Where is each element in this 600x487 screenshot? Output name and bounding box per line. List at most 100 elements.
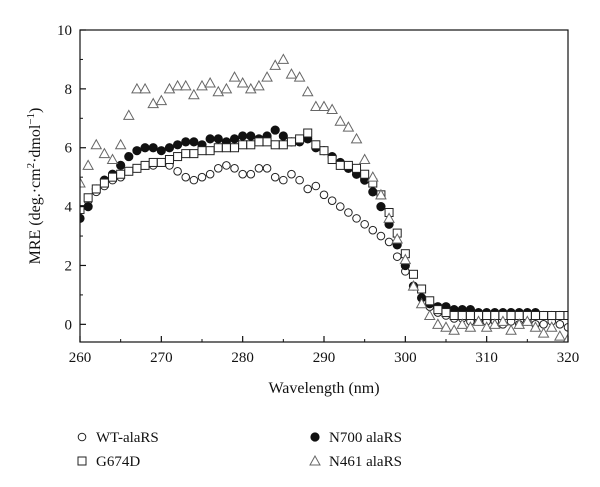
data-point: [155, 94, 168, 106]
data-point: [539, 311, 549, 321]
data-point: [456, 318, 469, 329]
data-point: [343, 160, 353, 170]
data-point: [334, 115, 347, 126]
legend-label: N461 alaRS: [329, 454, 402, 470]
data-point: [537, 327, 550, 338]
data-point: [238, 131, 248, 141]
y-axis-title-mid: ·dmol: [27, 124, 44, 163]
data-point: [358, 153, 371, 165]
data-point: [213, 143, 223, 153]
data-point: [545, 321, 558, 332]
data-point: [376, 231, 386, 241]
data-point: [448, 324, 460, 335]
data-point: [350, 132, 363, 144]
data-point: [253, 79, 265, 91]
data-point: [196, 79, 208, 91]
data-point: [132, 146, 142, 156]
data-point: [164, 155, 174, 165]
y-tick-label: 4: [65, 200, 73, 216]
data-point: [327, 155, 337, 165]
x-tick-label: 260: [69, 350, 92, 366]
data-point: [310, 100, 322, 112]
data-point: [506, 311, 516, 321]
data-point: [99, 178, 109, 188]
data-point: [295, 134, 305, 144]
data-point: [173, 166, 182, 176]
data-point: [269, 59, 282, 70]
x-tick-label: 300: [394, 350, 417, 366]
data-point: [244, 82, 257, 94]
x-tick-label: 280: [231, 350, 254, 366]
data-point: [303, 128, 313, 138]
data-point: [213, 164, 223, 173]
y-axis-title: MRE (deg.·cm2·dmol−1): [25, 108, 44, 265]
legend-item-n461-alars: N461 alaRS: [309, 454, 402, 470]
data-point: [327, 196, 337, 206]
data-point: [457, 311, 467, 321]
data-point: [131, 82, 143, 94]
data-point: [189, 149, 199, 159]
data-point: [116, 169, 126, 179]
legend-marker: [309, 454, 321, 466]
data-point: [132, 163, 142, 173]
data-point: [236, 76, 249, 88]
data-point: [415, 297, 428, 309]
data-point: [277, 53, 290, 64]
data-point: [254, 164, 264, 173]
data-point: [311, 140, 321, 150]
data-point: [82, 159, 94, 170]
data-point: [140, 160, 150, 170]
y-axis-title-end: ): [27, 108, 44, 113]
data-point: [279, 175, 288, 185]
y-tick-label: 0: [65, 317, 73, 333]
data-point: [116, 160, 126, 170]
data-point: [189, 175, 199, 185]
data-point: [270, 125, 280, 135]
data-point: [246, 140, 256, 150]
x-tick-label: 270: [150, 350, 173, 366]
data-point: [189, 137, 199, 147]
data-point: [554, 330, 566, 341]
legend-item-g674d: G674D: [77, 454, 140, 470]
data-point: [482, 311, 492, 321]
data-point: [246, 169, 256, 179]
data-point: [441, 308, 451, 318]
data-point: [342, 121, 355, 132]
data-point: [205, 169, 215, 179]
y-tick-label: 6: [65, 141, 73, 157]
x-tick-label: 320: [557, 350, 580, 366]
data-point: [465, 311, 475, 321]
data-point: [417, 284, 427, 294]
legend: WT-alaRS G674D N700 alaRS N461 alaRS: [77, 430, 402, 470]
data-point: [246, 131, 256, 141]
data-point: [368, 187, 378, 197]
data-point: [563, 311, 568, 321]
data-point: [205, 146, 215, 156]
data-point: [238, 140, 248, 150]
legend-label: G674D: [96, 454, 140, 470]
data-point: [432, 318, 444, 329]
data-point: [392, 252, 402, 261]
data-point: [318, 100, 330, 112]
data-point: [181, 137, 191, 147]
data-point: [319, 190, 329, 200]
data-point: [488, 318, 501, 329]
data-point: [213, 134, 223, 144]
data-point: [464, 321, 477, 332]
data-point: [114, 138, 127, 150]
y-tick-label: 10: [57, 23, 72, 39]
data-point: [368, 225, 378, 235]
data-point: [220, 82, 233, 94]
x-tick-label: 310: [475, 350, 498, 366]
data-point: [80, 205, 85, 215]
y-tick-label: 2: [65, 258, 73, 274]
data-point: [384, 237, 394, 247]
data-point: [303, 184, 313, 194]
data-point: [391, 232, 404, 244]
data-point: [319, 146, 329, 156]
data-point: [229, 134, 240, 144]
legend-label: N700 alaRS: [329, 430, 402, 446]
data-point: [205, 134, 215, 144]
data-point: [287, 169, 296, 179]
